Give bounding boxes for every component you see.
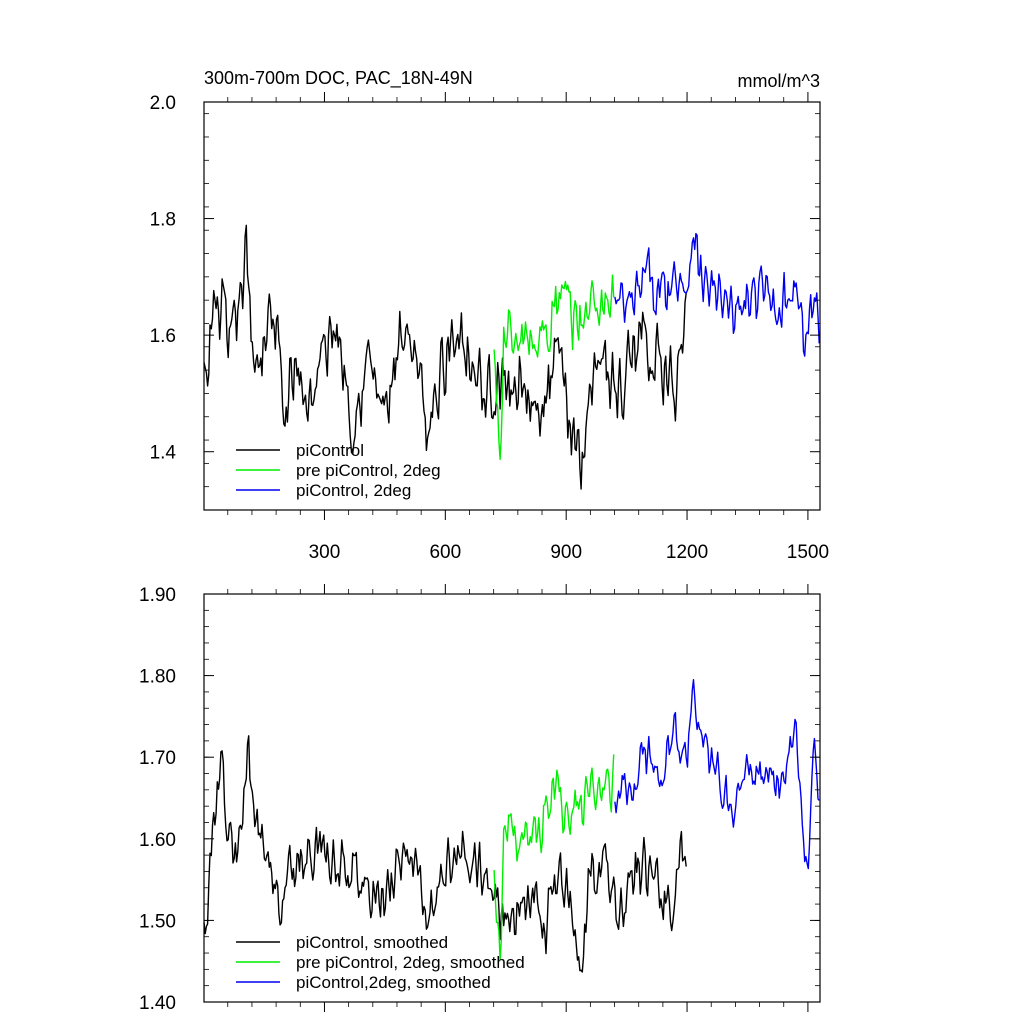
x-tick-label: 900 [550, 542, 582, 563]
top-series-line-picontrol [203, 224, 687, 490]
y-tick-label: 1.40 [139, 993, 176, 1014]
bottom-axis-ticks [204, 584, 820, 1012]
plot-frame-top [203, 101, 821, 511]
bottom-series-line-picontrol-smoothed [203, 735, 687, 973]
bottom-legend: piControl, smoothed pre piControl, 2deg,… [236, 933, 525, 992]
chart-units: mmol/m^3 [738, 71, 820, 91]
chart-title: 300m-700m DOC, PAC_18N-49N [204, 68, 473, 89]
y-tick-label: 1.70 [139, 748, 176, 769]
bottom-series-line-picontrol-2deg-smoothed [614, 679, 820, 870]
y-tick-label: 2.0 [150, 93, 176, 114]
top-series-group [203, 224, 820, 490]
legend-label-pre-picontrol-2deg-smoothed: pre piControl, 2deg, smoothed [296, 953, 525, 972]
panel-bottom-smoothed: 1.40 1.50 1.60 1.70 1.80 1.90 piControl, smoo… [139, 584, 821, 1014]
x-tick-label: 300 [309, 542, 341, 563]
y-tick-label: 1.8 [150, 210, 176, 231]
legend-label-picontrol-2deg: piControl, 2deg [296, 481, 411, 500]
y-tick-label: 1.4 [150, 443, 177, 464]
top-axis-ticks [204, 92, 820, 520]
y-tick-label: 1.80 [139, 667, 176, 688]
x-tick-label: 1500 [787, 542, 829, 563]
bottom-y-tick-labels: 1.40 1.50 1.60 1.70 1.80 1.90 [139, 585, 176, 1014]
x-tick-label: 1200 [666, 542, 708, 563]
legend-label-picontrol-smoothed: piControl, smoothed [296, 933, 448, 952]
top-series-line-picontrol-2deg [614, 232, 820, 357]
bottom-series-line-pre-picontrol-2deg-smoothed [493, 754, 615, 961]
y-tick-label: 1.90 [139, 585, 176, 606]
y-tick-label: 1.50 [139, 911, 176, 932]
plot-frame-bottom [203, 593, 821, 1003]
legend-label-pre-picontrol-2deg: pre piControl, 2deg [296, 461, 441, 480]
bottom-series-group [203, 679, 820, 973]
legend-label-picontrol: piControl [296, 441, 364, 460]
top-x-tick-labels: 300 600 900 1200 1500 [309, 542, 829, 563]
legend-label-picontrol-2deg-smoothed: piControl,2deg, smoothed [296, 973, 491, 992]
top-legend: piControl pre piControl, 2deg piControl,… [236, 441, 441, 500]
y-tick-label: 1.60 [139, 830, 176, 851]
top-y-tick-labels: 1.4 1.6 1.8 2.0 [150, 93, 177, 464]
top-series-line-pre-picontrol-2deg [493, 274, 615, 460]
panel-top-raw: 300m-700m DOC, PAC_18N-49N mmol/m^3 1.41… [150, 68, 829, 563]
y-tick-label: 1.6 [150, 326, 176, 347]
x-tick-label: 600 [429, 542, 461, 563]
